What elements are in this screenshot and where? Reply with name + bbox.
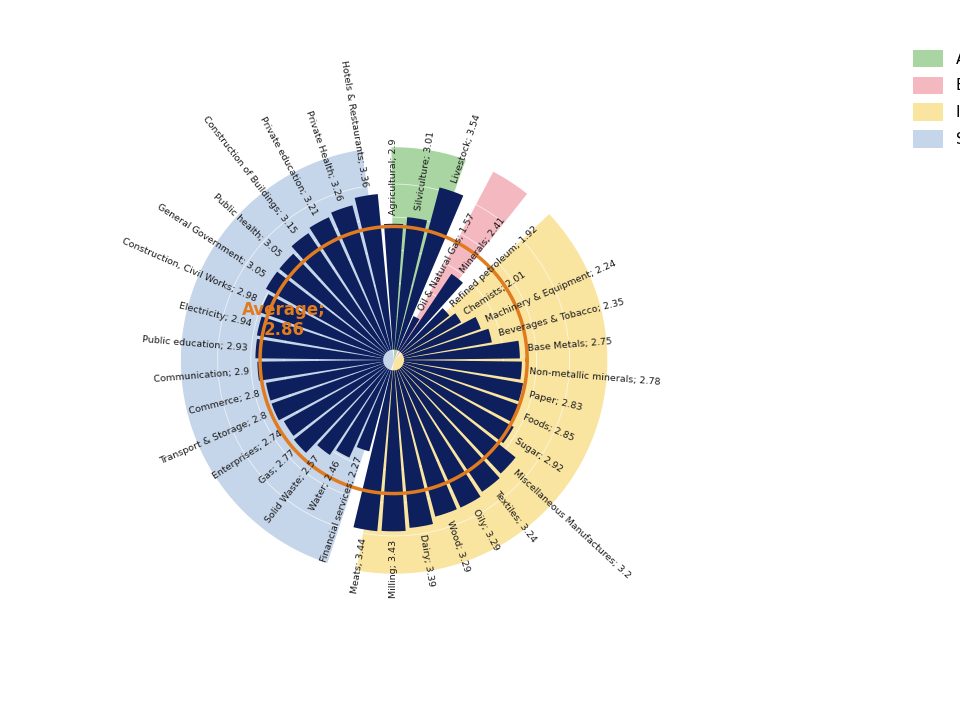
Text: Milling; 3.43: Milling; 3.43 — [389, 540, 398, 598]
Text: Gas; 2.77: Gas; 2.77 — [257, 449, 297, 486]
Text: Non-metallic minerals; 2.78: Non-metallic minerals; 2.78 — [529, 366, 661, 387]
Text: Commerce; 2.8: Commerce; 2.8 — [188, 390, 261, 416]
Text: Hotels & Restaurants; 3.36: Hotels & Restaurants; 3.36 — [339, 60, 370, 188]
Bar — [397, 316, 420, 351]
Text: Public health; 3.05: Public health; 3.05 — [211, 192, 283, 258]
Text: Solid Waste; 2.57: Solid Waste; 2.57 — [264, 454, 322, 525]
Bar — [272, 364, 384, 420]
Text: Wood; 3.29: Wood; 3.29 — [444, 520, 470, 573]
Text: Oily; 3.29: Oily; 3.29 — [470, 508, 500, 552]
Text: Enterprises; 2.74: Enterprises; 2.74 — [211, 430, 284, 482]
Text: Base Metals; 2.75: Base Metals; 2.75 — [527, 338, 612, 354]
Text: Average;
2.86: Average; 2.86 — [242, 301, 325, 339]
Bar — [403, 317, 481, 356]
Bar — [403, 329, 492, 358]
Bar — [395, 370, 433, 528]
Bar — [257, 317, 384, 358]
Text: Machinery & Equipment; 2.24: Machinery & Equipment; 2.24 — [484, 258, 617, 323]
Bar — [257, 360, 383, 381]
Bar — [396, 187, 464, 351]
Bar — [331, 205, 391, 351]
Text: Sugar; 2.92: Sugar; 2.92 — [514, 436, 564, 474]
Bar — [402, 365, 514, 443]
Bar — [279, 253, 387, 354]
Text: Private Health; 3.26: Private Health; 3.26 — [304, 109, 343, 202]
Bar — [260, 294, 384, 356]
Bar — [284, 365, 385, 436]
Text: General Government; 3.05: General Government; 3.05 — [156, 202, 267, 279]
Bar — [399, 368, 499, 492]
Bar — [404, 360, 522, 379]
Text: Water; 2.46: Water; 2.46 — [308, 459, 343, 513]
Text: Public education; 2.93: Public education; 2.93 — [142, 335, 248, 352]
Text: Livestock; 3.54: Livestock; 3.54 — [450, 114, 482, 184]
Text: Silviculture; 3.01: Silviculture; 3.01 — [414, 130, 436, 211]
Text: Construction, Civil Works; 2.98: Construction, Civil Works; 2.98 — [121, 237, 258, 304]
Bar — [402, 313, 461, 355]
Text: Minerals; 2.41: Minerals; 2.41 — [459, 215, 508, 274]
Text: Transport & Storage; 2.8: Transport & Storage; 2.8 — [158, 411, 269, 467]
Text: Agricultural; 2.9: Agricultural; 2.9 — [389, 139, 398, 215]
Text: Textiles; 3.24: Textiles; 3.24 — [492, 489, 539, 544]
Legend: Agricultural, Extractive, Industry, Services: Agricultural, Extractive, Industry, Serv… — [906, 44, 960, 154]
Bar — [395, 217, 427, 350]
Bar — [396, 369, 457, 516]
Bar — [266, 362, 384, 400]
Bar — [384, 224, 403, 350]
Bar — [266, 271, 385, 355]
Text: Communication; 2.9: Communication; 2.9 — [154, 367, 250, 384]
Bar — [294, 366, 387, 453]
Text: Foods; 2.85: Foods; 2.85 — [521, 413, 575, 443]
Text: Refined petroleum; 1.92: Refined petroleum; 1.92 — [449, 225, 540, 310]
Bar — [400, 308, 449, 354]
Text: Meats; 3.44: Meats; 3.44 — [350, 537, 369, 594]
Text: Electricity; 2.94: Electricity; 2.94 — [178, 301, 252, 328]
Bar — [357, 369, 391, 451]
Bar — [404, 341, 520, 360]
Bar — [292, 233, 388, 352]
Bar — [400, 366, 516, 474]
Bar — [336, 369, 390, 457]
Bar — [354, 194, 393, 350]
Bar — [309, 217, 390, 351]
Text: Miscellaneous Manufactures; 3.2: Miscellaneous Manufactures; 3.2 — [512, 468, 633, 580]
Text: Construction of Buildings; 3.15: Construction of Buildings; 3.15 — [202, 114, 299, 235]
Bar — [255, 339, 383, 360]
Text: Private education; 3.21: Private education; 3.21 — [258, 115, 319, 217]
Bar — [317, 368, 388, 455]
Text: Paper; 2.83: Paper; 2.83 — [528, 390, 584, 412]
Bar — [403, 362, 523, 401]
Text: Beverages & Tobacco; 2.35: Beverages & Tobacco; 2.35 — [497, 297, 625, 338]
Text: Oil & Natural Gas; 1.57: Oil & Natural Gas; 1.57 — [417, 212, 476, 312]
Bar — [403, 364, 518, 422]
Bar — [381, 370, 406, 531]
Text: Chemists; 2.01: Chemists; 2.01 — [463, 270, 528, 317]
Bar — [399, 274, 463, 352]
Bar — [353, 370, 393, 531]
Bar — [397, 369, 481, 508]
Text: Financial services; 2.27: Financial services; 2.27 — [320, 456, 365, 564]
Text: Dairy; 3.39: Dairy; 3.39 — [419, 534, 436, 588]
